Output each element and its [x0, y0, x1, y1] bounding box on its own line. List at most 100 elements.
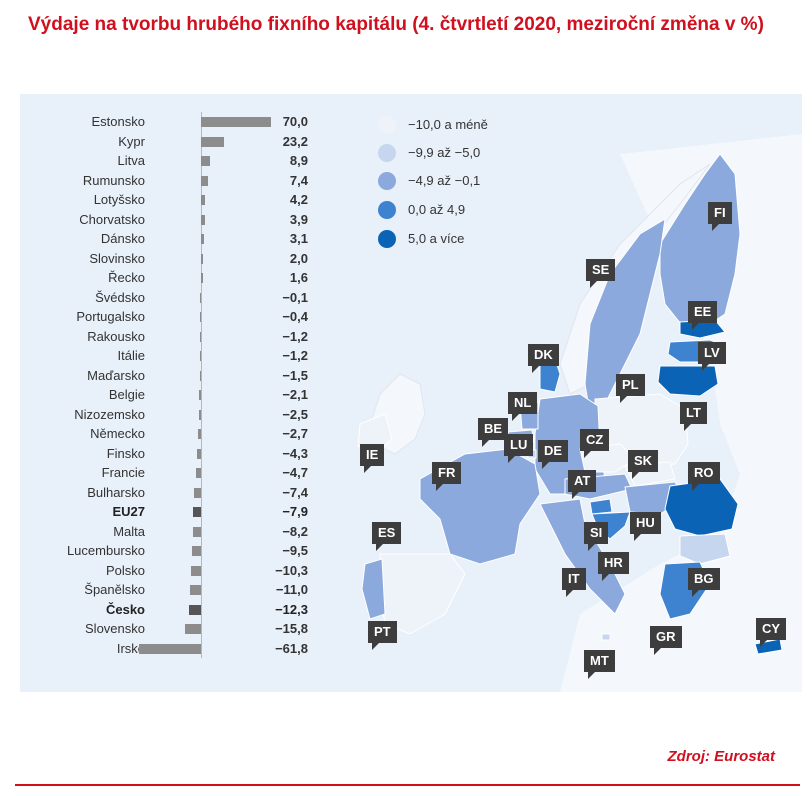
chart-title: Výdaje na tvorbu hrubého fixního kapitál…: [28, 14, 764, 35]
value-label: 70,0: [282, 114, 308, 129]
value-label: −10,3: [275, 562, 308, 578]
bar: [199, 370, 201, 381]
value-label: −9,5: [282, 543, 308, 558]
value-label: −1,5: [282, 367, 308, 383]
legend-swatch: [378, 172, 396, 190]
bar: [201, 136, 225, 147]
bar: [199, 351, 201, 361]
legend-label: −9,9 až −5,0: [408, 145, 481, 160]
map-tag-ee: EE: [688, 301, 718, 330]
category-label: Rakousko: [87, 328, 145, 344]
category-label: Slovensko: [85, 621, 145, 636]
map-tag-hr: HR: [598, 552, 629, 581]
map-tag-fr: FR: [432, 462, 462, 491]
map-country-pt: [361, 558, 386, 620]
map-tag-ro: RO: [688, 462, 720, 491]
bar: [199, 331, 201, 342]
category-label: Dánsko: [100, 231, 145, 246]
legend-label: 5,0 a více: [408, 231, 465, 246]
bar: [193, 507, 201, 517]
bar: [191, 546, 201, 556]
category-label: Itálie: [117, 348, 145, 363]
bar: [196, 468, 201, 478]
map-tag-pt: PT: [368, 621, 397, 650]
map-country-mt: [601, 633, 611, 641]
zero-axis-line: [201, 112, 202, 658]
bar: [192, 526, 201, 537]
map-tag-dk: DK: [528, 344, 559, 373]
bar: [196, 448, 201, 459]
value-label: −4,7: [282, 465, 308, 480]
bar: [201, 117, 271, 127]
bar: [190, 565, 201, 576]
value-label: 4,2: [289, 192, 308, 207]
map-tag-at: AT: [568, 470, 597, 499]
value-label: −1,2: [282, 348, 308, 363]
value-label: 1,6: [289, 270, 308, 285]
legend-label: −4,9 až −0,1: [408, 173, 481, 188]
map-tag-hu: HU: [630, 512, 661, 541]
value-label: 3,1: [289, 231, 308, 246]
map-tag-sk: SK: [628, 450, 659, 479]
value-label: −0,1: [282, 289, 308, 305]
bar: [201, 253, 203, 264]
bar: [201, 195, 206, 205]
value-label: 23,2: [282, 133, 308, 149]
chart-panel: Estonsko 70,0 Kypr 23,2 Litva 8,9 Rumunsko 7,4 L…: [20, 94, 802, 692]
bar: [201, 214, 205, 225]
category-label: Německo: [90, 426, 145, 441]
value-label: −8,2: [282, 523, 308, 539]
legend-swatch: [378, 116, 396, 134]
map-country-ro: [664, 478, 739, 537]
legend-label: 0,0 až 4,9: [408, 202, 466, 217]
value-label: −7,4: [282, 484, 308, 500]
value-label: −0,4: [282, 309, 308, 324]
category-label: Rumunsko: [82, 172, 145, 188]
map-tag-cy: CY: [756, 618, 787, 647]
map-tag-fi: FI: [708, 202, 732, 231]
category-label: Lucembursko: [66, 543, 145, 558]
value-label: −11,0: [275, 582, 308, 597]
map-tag-cz: CZ: [580, 429, 610, 458]
bar: [190, 585, 201, 595]
legend-swatch: [378, 230, 396, 248]
bar: [198, 409, 201, 420]
category-label: Švédsko: [95, 289, 145, 305]
map-tag-pl: PL: [616, 374, 645, 403]
map-country-it: [539, 498, 626, 615]
map-background-land: [560, 134, 802, 692]
map-country-fi: [659, 153, 741, 330]
value-label: −1,2: [282, 328, 308, 344]
category-label: Francie: [101, 465, 145, 480]
category-label: Estonsko: [91, 114, 145, 129]
category-label: Malta: [113, 523, 145, 539]
map-tag-de: DE: [538, 440, 569, 469]
category-label: Kypr: [118, 133, 145, 149]
value-label: −12,3: [275, 601, 308, 617]
map-tag-it: IT: [562, 568, 586, 597]
category-label: Litva: [117, 153, 145, 168]
value-label: −61,8: [275, 640, 308, 656]
value-label: −15,8: [275, 621, 308, 636]
map-tag-gr: GR: [650, 626, 682, 655]
category-label: Slovinsko: [89, 250, 145, 266]
bar: [198, 390, 201, 400]
legend-swatch: [378, 201, 396, 219]
bar: [201, 175, 209, 186]
category-label: Nizozemsko: [74, 406, 145, 422]
map-tag-se: SE: [586, 259, 616, 288]
value-label: 7,4: [289, 172, 308, 188]
category-label: Finsko: [106, 445, 145, 461]
category-label: Bulharsko: [87, 484, 145, 500]
map-tag-es: ES: [372, 522, 402, 551]
category-label: Chorvatsko: [79, 211, 145, 227]
value-label: 3,9: [289, 211, 308, 227]
bar: [198, 429, 201, 439]
map-tag-lv: LV: [698, 342, 726, 371]
bar: [201, 273, 203, 283]
value-label: −2,7: [282, 426, 308, 441]
bar: [201, 156, 210, 166]
bar: [201, 234, 205, 244]
map-tag-si: SI: [584, 522, 609, 551]
category-label: Španělsko: [84, 582, 145, 597]
